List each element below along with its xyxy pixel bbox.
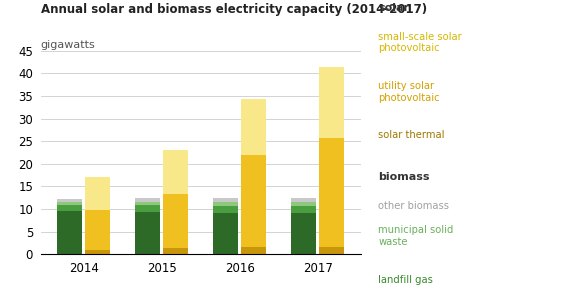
Bar <box>292 202 317 206</box>
Bar <box>85 177 110 210</box>
Bar <box>57 199 82 202</box>
Bar <box>213 206 238 213</box>
Bar <box>213 213 238 254</box>
Bar <box>135 212 160 254</box>
Bar <box>135 205 160 212</box>
Bar <box>320 66 345 138</box>
Text: small-scale solar
photovoltaic: small-scale solar photovoltaic <box>378 32 462 53</box>
Bar <box>85 250 110 254</box>
Bar <box>85 210 110 250</box>
Bar <box>164 194 189 249</box>
Bar <box>164 150 189 194</box>
Bar <box>292 206 317 213</box>
Bar <box>213 202 238 206</box>
Text: other biomass: other biomass <box>378 201 449 211</box>
Text: biomass: biomass <box>378 172 430 182</box>
Bar <box>320 247 345 254</box>
Text: municipal solid
waste: municipal solid waste <box>378 225 454 247</box>
Bar <box>57 205 82 211</box>
Text: solar: solar <box>378 3 409 13</box>
Bar <box>242 247 267 254</box>
Bar <box>135 198 160 202</box>
Bar <box>242 155 267 247</box>
Bar <box>57 211 82 254</box>
Text: gigawatts: gigawatts <box>41 40 95 51</box>
Bar <box>135 202 160 205</box>
Text: Annual solar and biomass electricity capacity (2014-2017): Annual solar and biomass electricity cap… <box>41 3 427 16</box>
Bar <box>242 99 267 155</box>
Bar <box>320 138 345 247</box>
Bar <box>213 198 238 202</box>
Text: landfill gas: landfill gas <box>378 275 433 285</box>
Bar <box>164 249 189 254</box>
Bar <box>292 198 317 202</box>
Text: solar thermal: solar thermal <box>378 130 445 140</box>
Bar <box>57 202 82 205</box>
Text: utility solar
photovoltaic: utility solar photovoltaic <box>378 81 440 103</box>
Bar <box>292 213 317 254</box>
